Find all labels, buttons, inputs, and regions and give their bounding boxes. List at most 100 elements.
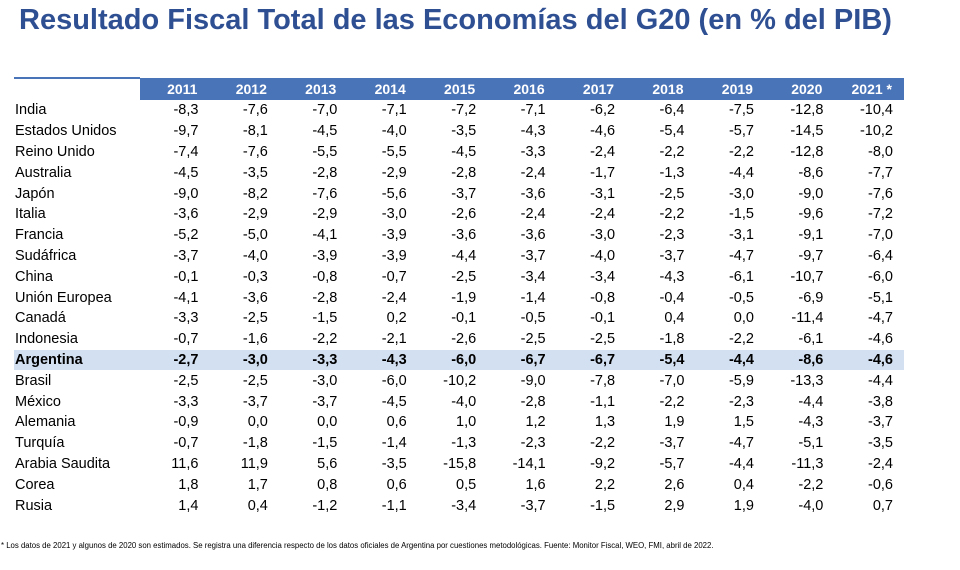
value-cell: -2,3 [728, 393, 754, 410]
value-cell: -5,0 [242, 227, 268, 244]
country-column-header [14, 77, 141, 100]
value-cell: -6,0 [417, 349, 488, 371]
country-label: México [15, 393, 61, 410]
value-cell: -7,1 [381, 102, 407, 119]
table-row: Indonesia -0,7 -1,6 -2,2 -2,1 -2,6 -2,5 -2,5 -1,… [14, 329, 904, 350]
value-cell: -3,7 [173, 247, 199, 264]
value-cell: -3,7 [451, 185, 477, 202]
value-cell: -10,7 [790, 268, 824, 285]
value-cell: -9,6 [798, 206, 824, 223]
value-cell: -1,3 [451, 435, 477, 452]
value-cell: -3,3 [173, 310, 199, 327]
value-cell: 1,2 [525, 414, 546, 431]
value-cell: 0,7 [872, 497, 893, 514]
value-cell: -6,1 [728, 268, 754, 285]
table-row: Brasil -2,5 -2,5 -3,0 -6,0 -10,2 -9,0 -7,8 -7,0 -… [14, 370, 904, 391]
value-cell: -4,5 [173, 164, 199, 181]
country-label: Turquía [15, 435, 65, 452]
value-cell: -9,2 [590, 455, 616, 472]
value-cell: -2,8 [312, 289, 338, 306]
value-cell: -3,7 [659, 435, 685, 452]
value-cell: 0,0 [317, 414, 338, 431]
table-row: Canadá -3,3 -2,5 -1,5 0,2 -0,1 -0,5 -0,1 0,4 0,0 -… [14, 308, 904, 329]
country-label: Australia [15, 164, 72, 181]
value-cell: -3,7 [520, 497, 546, 514]
value-cell: -10,2 [859, 123, 893, 140]
value-cell: -4,1 [312, 227, 338, 244]
value-cell: -8,1 [242, 123, 268, 140]
value-cell: 0,0 [733, 310, 754, 327]
value-cell: -5,7 [728, 123, 754, 140]
value-cell: -0,8 [312, 268, 338, 285]
value-cell: -5,4 [659, 123, 685, 140]
value-cell: -7,0 [659, 372, 685, 389]
value-cell: -2,5 [590, 331, 616, 348]
value-cell: -10,2 [443, 372, 477, 389]
value-cell: 5,6 [317, 455, 338, 472]
value-cell: -0,8 [590, 289, 616, 306]
value-cell: -0,9 [173, 414, 199, 431]
value-cell: 11,9 [240, 455, 268, 472]
value-cell: -3,1 [590, 185, 616, 202]
value-cell: -4,5 [312, 123, 338, 140]
value-cell: -2,2 [728, 143, 754, 160]
value-cell: 1,3 [594, 414, 616, 431]
value-cell: -5,1 [798, 435, 824, 452]
table-row: Alemania -0,9 0,0 0,0 0,6 1,0 1,2 1,3 1,9 1,5 -4,3… [14, 412, 904, 433]
table-row-highlighted: Argentina -2,7 -3,0 -3,3 -4,3 -6,0 -6,7 -6,7 -5,… [14, 349, 904, 371]
value-cell: -6,9 [798, 289, 824, 306]
value-cell: -7,2 [451, 102, 477, 119]
value-cell: -2,3 [659, 227, 685, 244]
value-cell: -1,8 [242, 435, 268, 452]
value-cell: -8,6 [798, 164, 824, 181]
value-cell: -3,0 [312, 372, 338, 389]
value-cell: -4,4 [728, 455, 754, 472]
value-cell: 0,4 [247, 497, 268, 514]
value-cell: -9,0 [173, 185, 199, 202]
value-cell: -6,7 [556, 349, 627, 371]
value-cell: -5,6 [381, 185, 407, 202]
value-cell: -3,0 [381, 206, 407, 223]
value-cell: -2,2 [312, 331, 338, 348]
value-cell: 0,6 [386, 476, 407, 493]
value-cell: -3,7 [659, 247, 685, 264]
table-row: Sudáfrica -3,7 -4,0 -3,9 -3,9 -4,4 -3,7 -4,0 -3,… [14, 246, 904, 267]
value-cell: -4,4 [798, 393, 824, 410]
table-row: Arabia Saudita 11,6 11,9 5,6 -3,5 -15,8 -14,1 -… [14, 454, 904, 475]
country-label: Argentina [14, 349, 141, 371]
year-column-header: 2019 [695, 78, 765, 100]
value-cell: -0,4 [659, 289, 685, 306]
value-cell: 1,7 [247, 476, 268, 493]
country-label: Unión Europea [15, 289, 112, 306]
value-cell: -3,0 [590, 227, 616, 244]
value-cell: -0,5 [520, 310, 546, 327]
value-cell: -2,5 [173, 372, 199, 389]
value-cell: -2,6 [451, 206, 477, 223]
value-cell: -3,6 [242, 289, 268, 306]
value-cell: -7,5 [728, 102, 754, 119]
table-row: México -3,3 -3,7 -3,7 -4,5 -4,0 -2,8 -1,1 -2,2 -2… [14, 391, 904, 412]
value-cell: -3,6 [520, 227, 546, 244]
value-cell: -7,2 [868, 206, 893, 223]
value-cell: -2,2 [659, 143, 685, 160]
country-label: Corea [15, 476, 55, 493]
value-cell: -4,5 [381, 393, 407, 410]
value-cell: -3,4 [451, 497, 477, 514]
country-label: Arabia Saudita [15, 455, 111, 472]
country-label: Alemania [15, 414, 76, 431]
value-cell: -2,5 [451, 268, 477, 285]
value-cell: -1,5 [590, 497, 616, 514]
value-cell: 1,9 [733, 497, 754, 514]
country-label: Indonesia [15, 331, 78, 348]
value-cell: -11,3 [791, 455, 824, 472]
value-cell: -5,7 [659, 455, 685, 472]
value-cell: -3,6 [173, 206, 199, 223]
value-cell: -7,0 [312, 102, 338, 119]
table-header-row: 2011 2012 2013 2014 2015 2016 2017 2018 2019 2020… [14, 77, 904, 100]
value-cell: -1,9 [451, 289, 477, 306]
year-column-header: 2018 [626, 78, 696, 100]
value-cell: -8,3 [173, 102, 199, 119]
value-cell: -2,2 [659, 393, 685, 410]
value-cell: -3,7 [868, 414, 893, 431]
value-cell: -4,0 [798, 497, 824, 514]
